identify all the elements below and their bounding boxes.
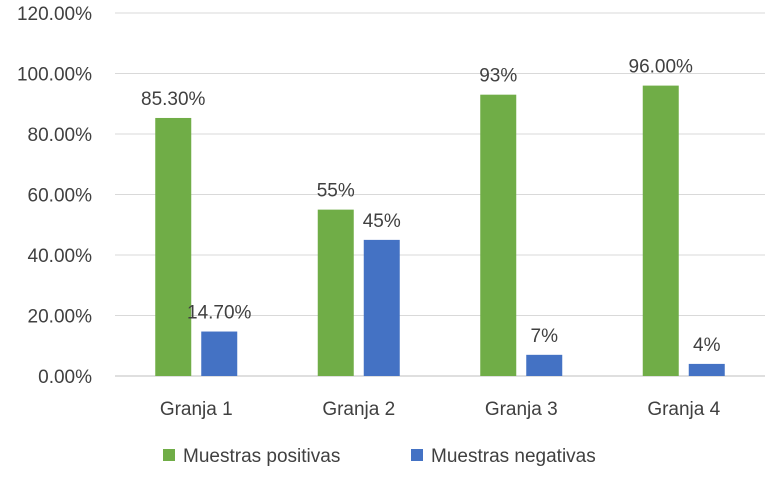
- y-tick-label: 80.00%: [28, 125, 93, 146]
- legend-swatch-negative: [411, 449, 423, 461]
- bar-positive: [317, 209, 354, 376]
- legend-swatch-positive: [163, 449, 175, 461]
- bar-negative: [201, 331, 238, 376]
- y-tick-label: 20.00%: [28, 307, 93, 328]
- data-label: 45%: [363, 211, 401, 232]
- data-label: 55%: [317, 181, 355, 202]
- data-label: 7%: [531, 326, 559, 347]
- x-tick-label: Granja 3: [485, 399, 558, 420]
- bar-negative: [363, 239, 400, 376]
- x-tick-label: Granja 1: [160, 399, 233, 420]
- data-label: 85.30%: [141, 89, 206, 110]
- y-tick-label: 40.00%: [28, 246, 93, 267]
- data-label: 14.70%: [187, 303, 252, 324]
- y-tick-label: 60.00%: [28, 186, 93, 207]
- bar-negative: [526, 354, 563, 376]
- y-tick-label: 120.00%: [17, 4, 92, 25]
- bar-negative: [688, 363, 725, 376]
- y-tick-label: 0.00%: [38, 367, 92, 388]
- data-label: 96.00%: [629, 57, 694, 78]
- bar-positive: [155, 117, 192, 376]
- legend-label: Muestras negativas: [431, 446, 596, 467]
- bar-positive: [480, 94, 517, 377]
- x-tick-label: Granja 2: [322, 399, 395, 420]
- bar-positive: [642, 85, 679, 376]
- y-tick-label: 100.00%: [17, 65, 92, 86]
- legend-label: Muestras positivas: [183, 446, 340, 467]
- x-tick-label: Granja 4: [647, 399, 720, 420]
- data-label: 4%: [693, 335, 721, 356]
- data-label: 93%: [479, 66, 517, 87]
